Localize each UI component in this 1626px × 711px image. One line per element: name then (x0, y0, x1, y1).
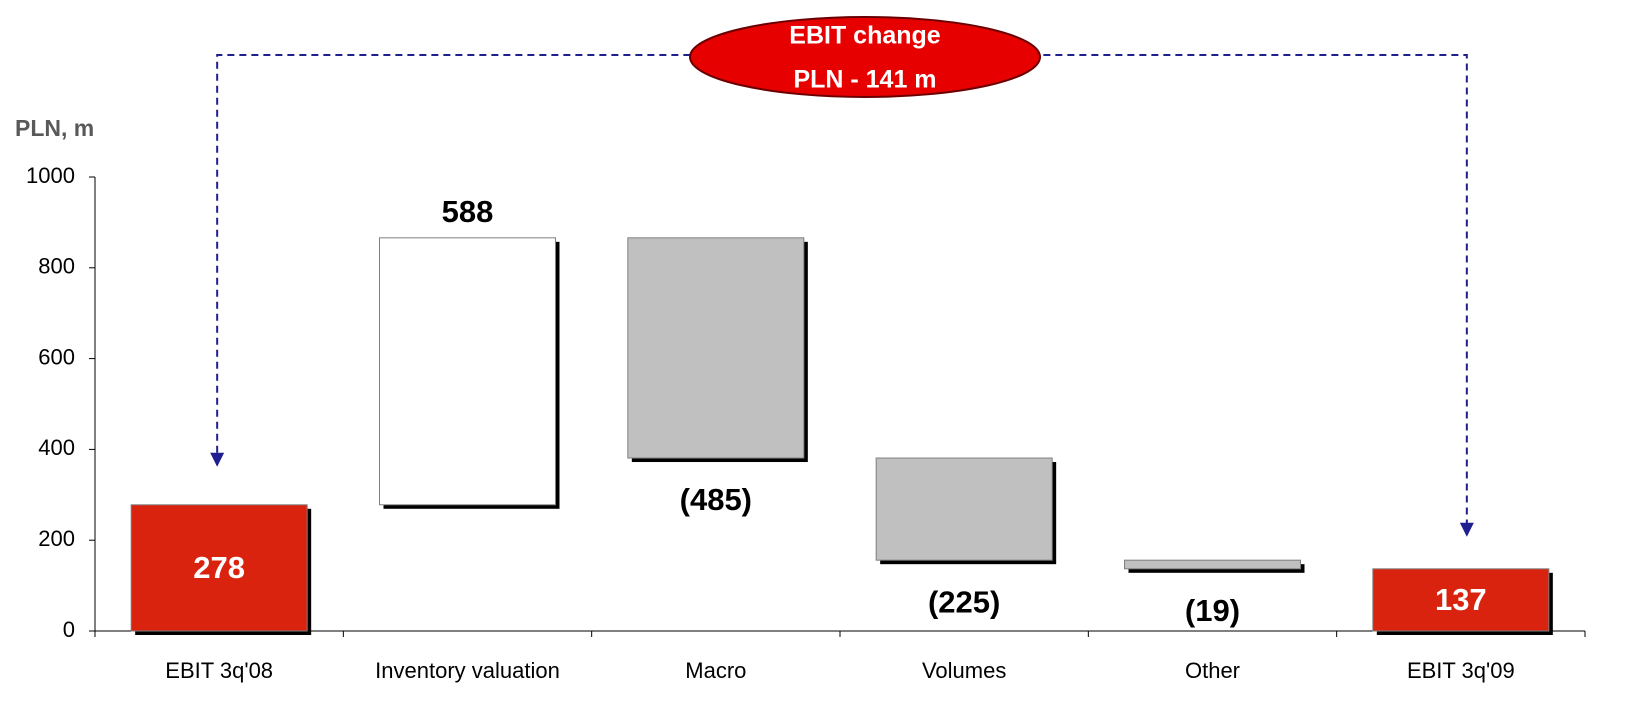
y-tick-label: 1000 (26, 163, 75, 188)
y-tick-label: 400 (38, 435, 75, 460)
y-tick-label: 200 (38, 526, 75, 551)
y-tick-label: 600 (38, 344, 75, 369)
value-label: (225) (928, 584, 1000, 619)
x-tick-label: Volumes (922, 658, 1006, 683)
bar (875, 457, 1053, 561)
value-label: 278 (193, 550, 245, 585)
bar (1124, 559, 1301, 570)
x-tick-label: Other (1185, 658, 1240, 683)
y-tick-label: 0 (63, 617, 75, 642)
annotation-bubble (689, 16, 1041, 98)
bar (1372, 568, 1550, 632)
value-label: 137 (1435, 582, 1487, 617)
x-tick-label: EBIT 3q'08 (165, 658, 273, 683)
value-label: 588 (442, 194, 494, 229)
bar (627, 237, 805, 459)
annotation-text: EBIT change (789, 22, 941, 50)
value-label: (485) (680, 482, 752, 517)
x-tick-label: EBIT 3q'09 (1407, 658, 1515, 683)
arrow-head (1459, 522, 1474, 537)
bar (130, 504, 308, 632)
value-label: (19) (1185, 593, 1240, 628)
bar (379, 237, 556, 506)
y-axis-label: PLN, m (15, 115, 94, 141)
x-tick-label: Macro (685, 658, 746, 683)
annotation-text: PLN - 141 m (793, 66, 936, 94)
arrow-head (210, 452, 225, 467)
x-tick-label: Inventory valuation (375, 658, 560, 683)
y-tick-label: 800 (38, 254, 75, 279)
